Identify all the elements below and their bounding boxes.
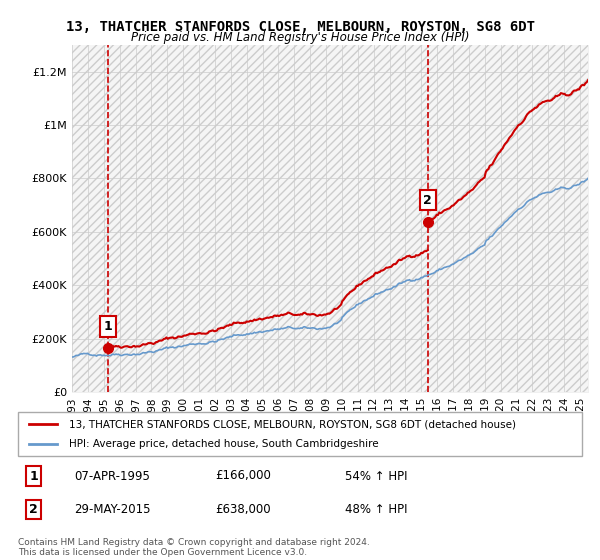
FancyBboxPatch shape: [18, 412, 582, 456]
Text: HPI: Average price, detached house, South Cambridgeshire: HPI: Average price, detached house, Sout…: [69, 439, 379, 449]
Text: 29-MAY-2015: 29-MAY-2015: [74, 503, 151, 516]
Text: 1: 1: [29, 469, 38, 483]
Text: 13, THATCHER STANFORDS CLOSE, MELBOURN, ROYSTON, SG8 6DT (detached house): 13, THATCHER STANFORDS CLOSE, MELBOURN, …: [69, 419, 516, 429]
Text: Contains HM Land Registry data © Crown copyright and database right 2024.
This d: Contains HM Land Registry data © Crown c…: [18, 538, 370, 557]
Text: 54% ↑ HPI: 54% ↑ HPI: [345, 469, 407, 483]
Text: Price paid vs. HM Land Registry's House Price Index (HPI): Price paid vs. HM Land Registry's House …: [131, 31, 469, 44]
Text: 13, THATCHER STANFORDS CLOSE, MELBOURN, ROYSTON, SG8 6DT: 13, THATCHER STANFORDS CLOSE, MELBOURN, …: [65, 20, 535, 34]
Text: 48% ↑ HPI: 48% ↑ HPI: [345, 503, 407, 516]
Text: 1: 1: [104, 320, 112, 333]
Text: 2: 2: [29, 503, 38, 516]
Text: 2: 2: [424, 194, 432, 207]
Text: £638,000: £638,000: [215, 503, 271, 516]
Text: £166,000: £166,000: [215, 469, 271, 483]
Text: 07-APR-1995: 07-APR-1995: [74, 469, 150, 483]
